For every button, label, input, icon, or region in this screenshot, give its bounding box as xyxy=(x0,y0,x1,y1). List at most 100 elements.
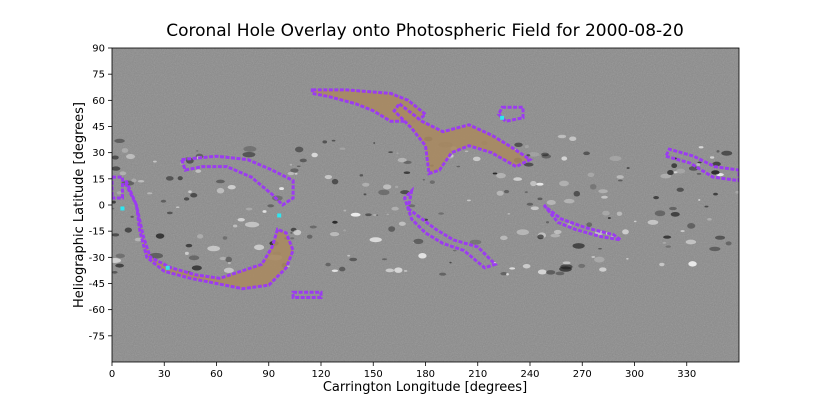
magnetic-feature xyxy=(325,262,331,267)
magnetic-feature xyxy=(562,261,571,265)
magnetic-feature xyxy=(711,170,720,175)
magnetic-feature xyxy=(735,190,739,194)
magnetic-feature xyxy=(626,257,629,260)
magnetic-feature xyxy=(242,151,256,158)
magnetic-feature xyxy=(559,266,572,272)
magnetic-feature xyxy=(299,158,307,163)
magnetic-feature xyxy=(528,152,540,157)
magnetic-feature xyxy=(262,210,267,213)
magnetic-feature xyxy=(464,150,469,153)
magnetic-feature xyxy=(654,210,666,217)
magnetic-feature xyxy=(243,146,257,152)
magnetic-feature xyxy=(671,163,678,169)
magnetic-feature xyxy=(232,224,238,228)
magnetic-feature xyxy=(290,237,295,240)
magnetic-feature xyxy=(376,214,379,216)
magnetic-feature xyxy=(704,205,709,208)
magnetic-feature xyxy=(331,269,339,272)
magnetic-feature xyxy=(383,184,392,190)
magnetic-feature xyxy=(306,234,313,239)
magnetic-feature xyxy=(116,191,122,195)
y-axis-title: Heliographic Latitude [degrees] xyxy=(72,102,87,308)
magnetic-feature xyxy=(191,265,202,271)
magnetic-feature xyxy=(147,192,153,195)
magnetic-feature xyxy=(687,223,696,229)
coronal-hole-outline xyxy=(663,147,739,183)
magnetic-feature xyxy=(184,251,189,255)
coronal-hole-outline xyxy=(542,203,622,242)
small-hole-marker xyxy=(277,213,282,218)
magnetic-feature xyxy=(586,222,593,228)
magnetic-feature xyxy=(537,269,547,275)
y-tick-label: 60 xyxy=(92,96,105,107)
magnetic-feature xyxy=(599,267,607,272)
magnetic-feature xyxy=(119,171,127,176)
magnetic-feature xyxy=(112,233,120,237)
magnetic-feature xyxy=(363,193,367,196)
magnetic-feature xyxy=(697,161,702,164)
magnetic-feature xyxy=(601,195,608,199)
magnetic-feature xyxy=(507,212,511,215)
coronal-hole-outline xyxy=(124,180,295,291)
magnetic-feature xyxy=(391,206,399,211)
magnetic-feature xyxy=(685,239,697,245)
magnetic-feature xyxy=(506,273,509,276)
magnetic-feature xyxy=(522,264,531,269)
magnetic-feature xyxy=(195,169,202,173)
magnetic-feature xyxy=(347,254,351,257)
magnetic-feature xyxy=(509,267,516,270)
magnetic-feature xyxy=(530,180,537,187)
coronal-holes xyxy=(112,88,739,299)
magnetic-feature xyxy=(287,171,295,176)
magnetic-feature xyxy=(403,171,411,175)
x-axis-title: Carrington Longitude [degrees] xyxy=(323,380,527,395)
magnetic-feature xyxy=(653,195,659,200)
magnetic-feature xyxy=(155,233,165,239)
magnetic-feature xyxy=(569,136,577,141)
magnetic-feature xyxy=(680,229,685,233)
magnetic-feature xyxy=(660,173,672,179)
magnetic-feature xyxy=(618,179,623,182)
magnetic-feature xyxy=(134,237,142,242)
magnetic-feature xyxy=(215,179,225,184)
small-hole-marker xyxy=(500,115,505,120)
magnetic-feature xyxy=(223,267,234,273)
x-tick-label: 330 xyxy=(677,369,696,380)
x-axis: 0 30 60 90 120 150 180 210 240 270 300 330 xyxy=(109,362,696,380)
magnetic-feature xyxy=(331,178,339,185)
y-tick-label: -30 xyxy=(89,253,105,264)
magnetic-feature xyxy=(573,190,581,197)
y-tick-label: 0 xyxy=(99,201,105,212)
magnetic-feature xyxy=(594,256,605,263)
magnetic-feature xyxy=(633,220,637,223)
magnetic-feature xyxy=(466,199,471,202)
magnetic-feature xyxy=(591,256,596,258)
y-tick-label: 15 xyxy=(92,174,105,185)
chart-title: Coronal Hole Overlay onto Photospheric F… xyxy=(166,21,684,41)
magnetic-feature xyxy=(237,218,245,222)
magnetic-feature xyxy=(725,241,732,246)
magnetic-feature xyxy=(545,221,550,224)
magnetic-feature xyxy=(546,199,556,205)
magnetic-feature xyxy=(698,199,701,201)
magnetic-feature xyxy=(422,178,426,181)
magnetic-feature xyxy=(709,246,721,252)
y-tick-label: 30 xyxy=(92,148,105,159)
magnetic-feature xyxy=(394,267,403,273)
magnetic-feature xyxy=(616,211,623,216)
magnetic-feature xyxy=(669,206,677,211)
magnetic-feature xyxy=(563,198,575,204)
magnetic-feature xyxy=(553,229,562,235)
magnetic-feature xyxy=(295,146,304,153)
magnetic-feature xyxy=(516,229,529,236)
magnetic-feature xyxy=(555,271,565,276)
magnetic-features xyxy=(112,134,739,276)
magnetic-feature xyxy=(373,213,377,217)
magnetic-feature xyxy=(696,172,702,175)
magnetic-feature xyxy=(294,173,298,175)
magnetic-feature xyxy=(541,152,549,157)
magnetic-feature xyxy=(322,140,328,144)
magnetic-feature xyxy=(126,154,135,160)
coronal-hole-outline xyxy=(496,105,525,123)
